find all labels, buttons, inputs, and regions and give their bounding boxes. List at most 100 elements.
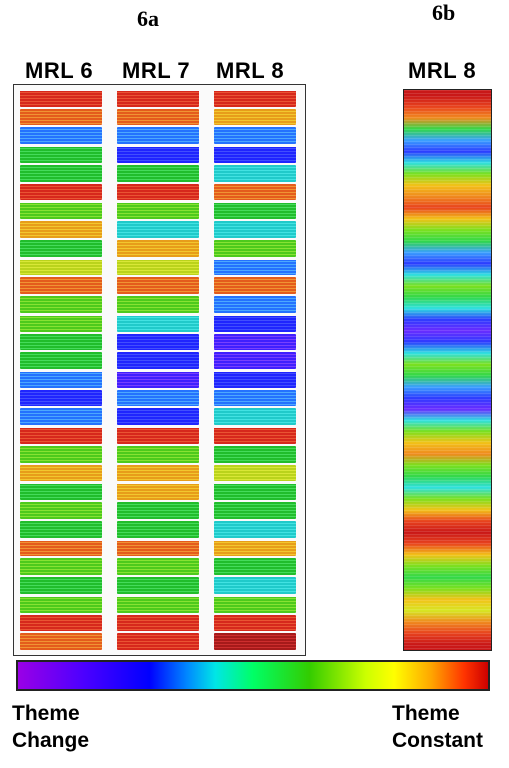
text-segment (114, 145, 202, 164)
text-segment (211, 164, 299, 183)
text-segment (17, 557, 105, 576)
text-segment (211, 313, 299, 333)
paragraph-gap (17, 482, 105, 485)
strip-texture (404, 90, 491, 650)
segment-texture (117, 633, 199, 650)
text-segment (17, 501, 105, 520)
paragraph-gap (17, 370, 105, 372)
segment-texture (214, 464, 296, 482)
text-segment (17, 126, 105, 145)
segment-texture (20, 352, 102, 369)
text-segment (114, 520, 202, 539)
text-segment (211, 594, 299, 614)
paragraph-gap (114, 201, 202, 204)
text-segment (114, 201, 202, 220)
text-segment (211, 257, 299, 277)
text-segment (17, 464, 105, 483)
text-segment (211, 201, 299, 220)
segment-texture (20, 371, 102, 388)
segment-texture (20, 633, 102, 650)
segment-texture (214, 483, 296, 501)
paragraph-gap (114, 145, 202, 148)
segment-texture (214, 389, 296, 407)
text-segment (17, 295, 105, 314)
text-segment (17, 614, 105, 633)
text-segment (211, 239, 299, 258)
segment-texture (214, 633, 296, 650)
scale-label-theme-change: Theme Change (12, 702, 90, 752)
segment-texture (117, 558, 199, 576)
text-segment (17, 632, 105, 651)
segment-texture (20, 90, 102, 107)
text-segment (17, 239, 105, 258)
paragraph-gap (17, 313, 105, 316)
text-segment (211, 220, 299, 239)
text-segment (114, 126, 202, 145)
smoothed-strip-mrl8 (403, 89, 492, 651)
paragraph-gap (17, 426, 105, 429)
paragraph-gap (211, 594, 299, 597)
segment-texture (20, 558, 102, 576)
segment-texture (117, 296, 199, 313)
segment-texture (214, 221, 296, 238)
segment-texture (214, 146, 296, 163)
segment-texture (214, 614, 296, 632)
text-segment (17, 313, 105, 333)
segment-texture (214, 164, 296, 182)
text-segment (114, 614, 202, 633)
text-segment (114, 164, 202, 183)
segment-texture (117, 314, 199, 332)
text-segment (114, 426, 202, 445)
text-segment (114, 501, 202, 520)
paragraph-gap (17, 538, 105, 541)
segment-texture (117, 408, 199, 426)
text-segment (211, 482, 299, 501)
segment-texture (20, 127, 102, 145)
segment-texture (20, 183, 102, 201)
text-segment (17, 351, 105, 370)
text-segment (114, 257, 202, 277)
segment-texture (117, 502, 199, 519)
paragraph-gap (211, 426, 299, 429)
text-segment (211, 576, 299, 595)
text-segment (17, 333, 105, 352)
text-segment (114, 239, 202, 258)
segment-texture (20, 464, 102, 482)
text-segment (211, 333, 299, 352)
segment-texture (20, 221, 102, 238)
segment-texture (214, 408, 296, 426)
text-segment (17, 389, 105, 408)
segment-texture (20, 108, 102, 126)
segment-texture (117, 445, 199, 463)
segment-texture (20, 520, 102, 538)
paragraph-gap (211, 201, 299, 204)
paragraph-gap (114, 313, 202, 316)
text-segment (211, 445, 299, 464)
segment-texture (117, 108, 199, 126)
text-segment (114, 445, 202, 464)
segment-texture (20, 577, 102, 594)
text-segment (114, 370, 202, 389)
segment-texture (117, 239, 199, 257)
segment-texture (20, 483, 102, 501)
segment-texture (117, 389, 199, 407)
segment-texture (214, 371, 296, 388)
text-segment (17, 576, 105, 595)
text-segment (17, 145, 105, 164)
text-segment (17, 520, 105, 539)
text-segment (17, 407, 105, 426)
text-segment (17, 482, 105, 501)
segment-texture (117, 258, 199, 276)
segment-texture (214, 314, 296, 332)
segment-texture (214, 127, 296, 145)
segment-texture (214, 333, 296, 351)
text-segment (114, 482, 202, 501)
text-segment (211, 538, 299, 558)
text-segment (211, 501, 299, 520)
text-segment (114, 576, 202, 595)
segment-texture (214, 296, 296, 313)
paragraph-gap (17, 594, 105, 597)
segment-texture (117, 146, 199, 163)
text-segment (211, 426, 299, 445)
segment-texture (214, 577, 296, 594)
